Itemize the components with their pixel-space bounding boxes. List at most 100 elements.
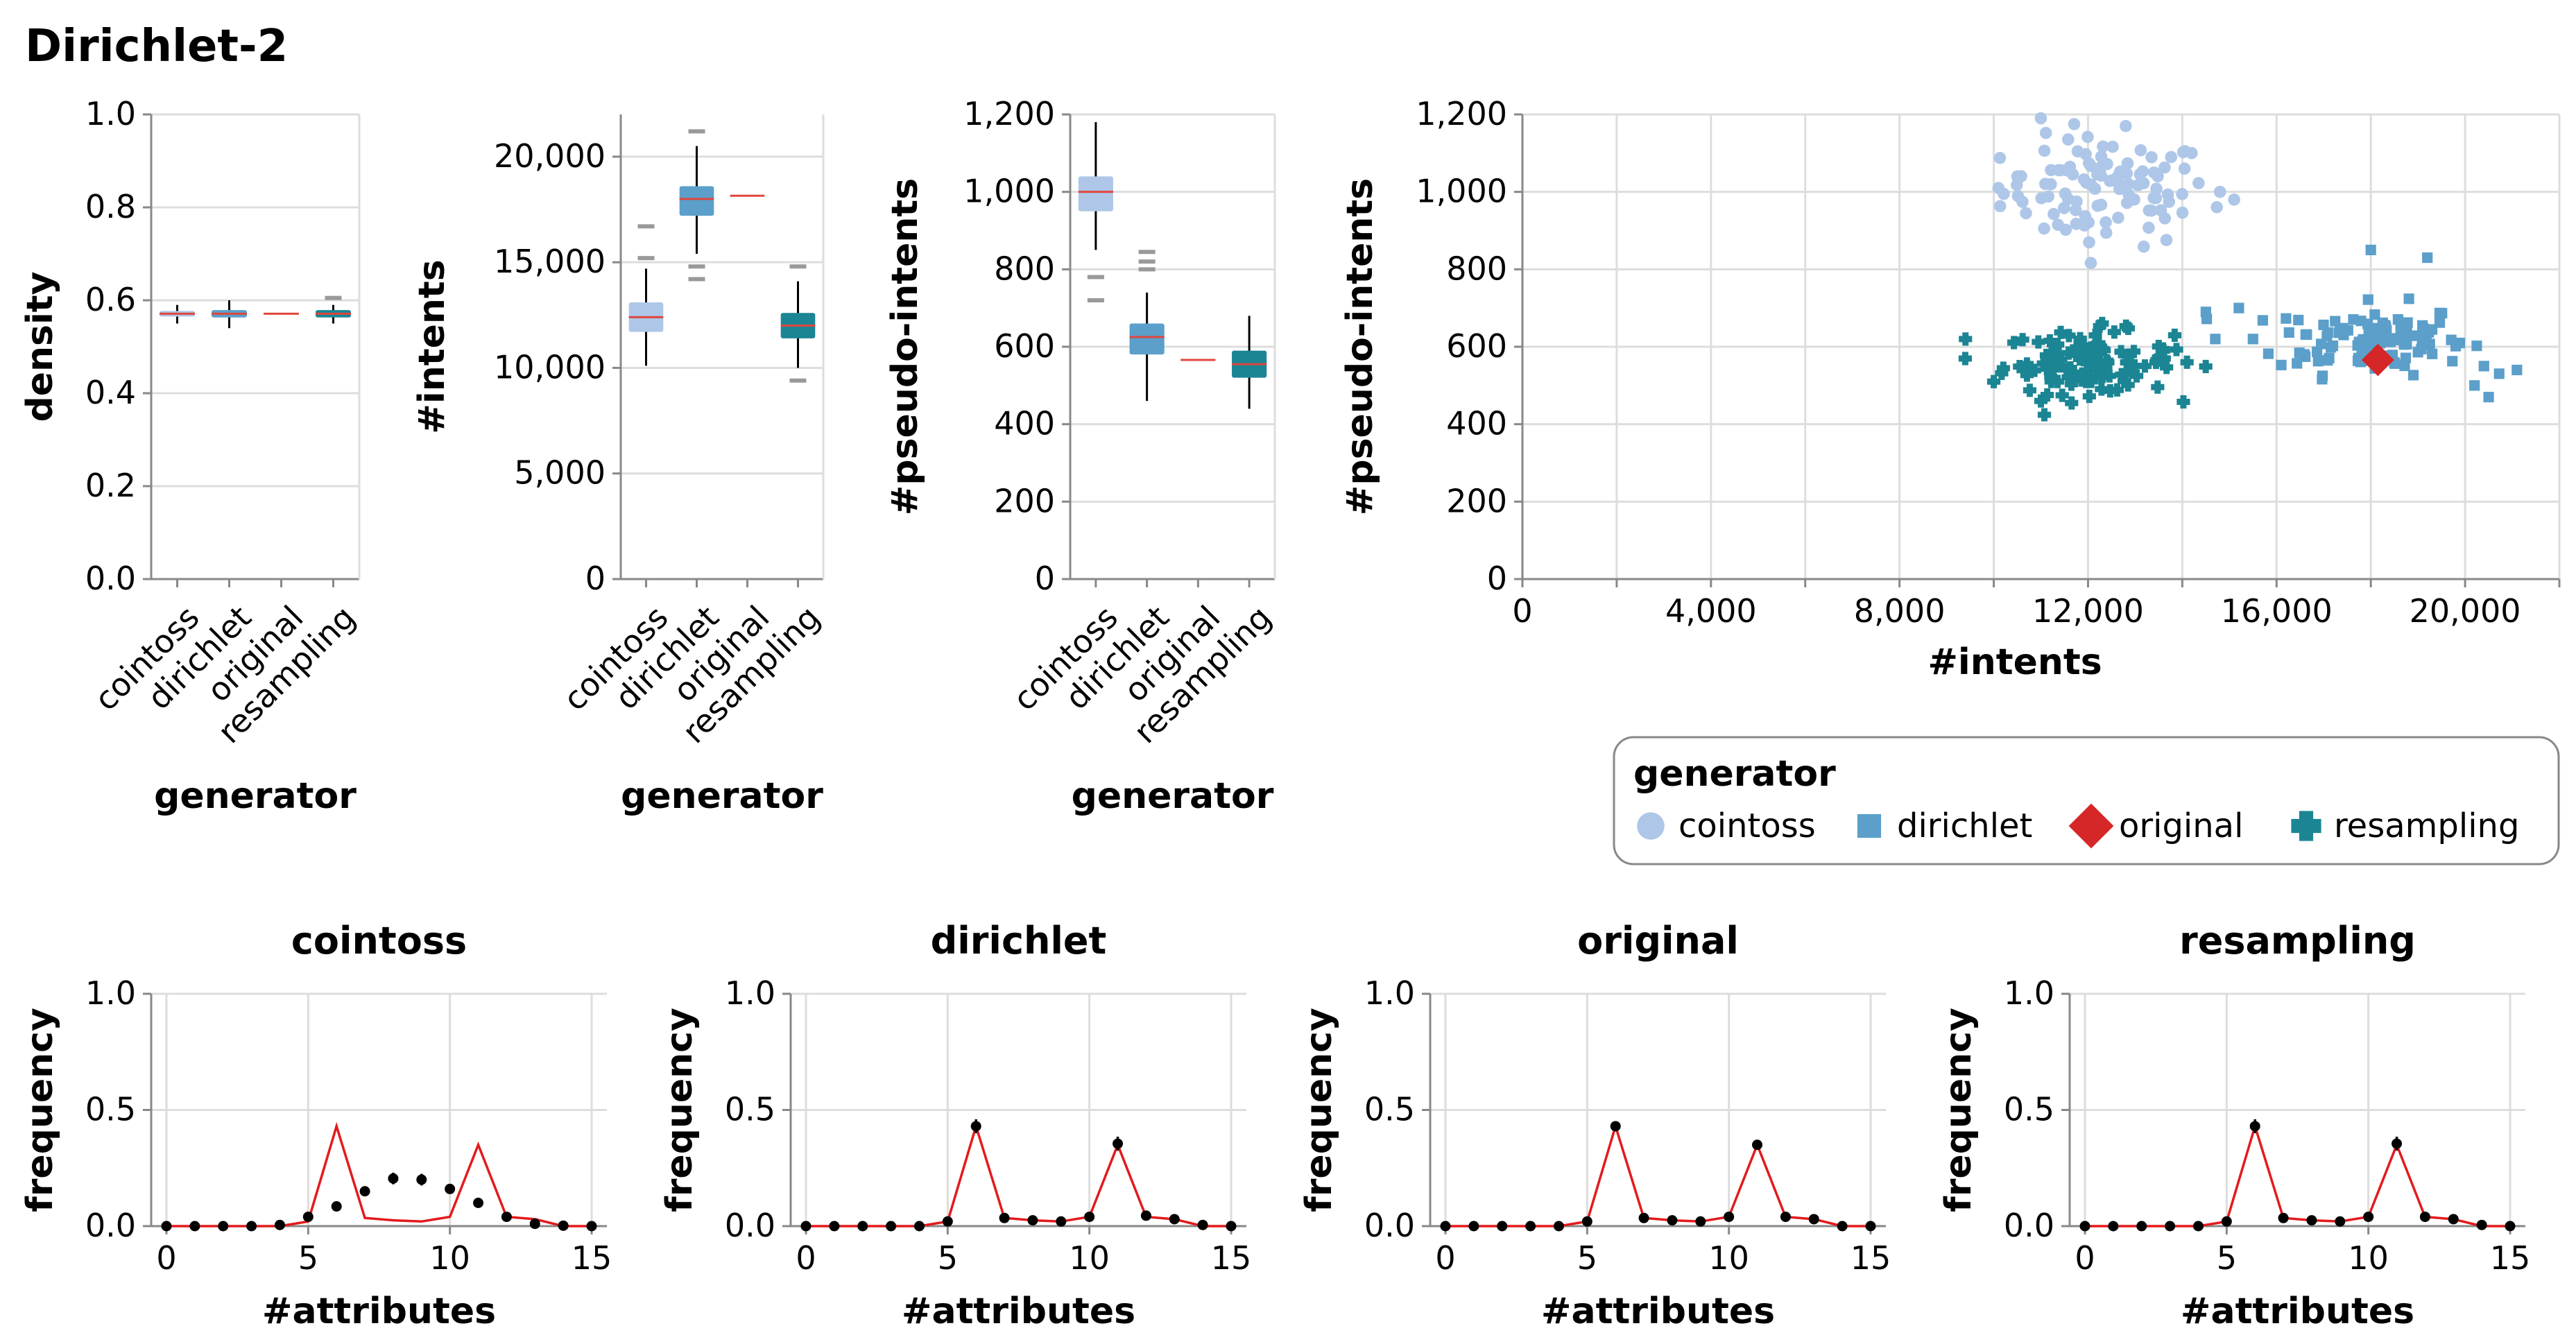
scatter-point [2160, 234, 2173, 246]
scatter-point [2447, 356, 2458, 367]
observed-point [1468, 1221, 1479, 1232]
x-tick-label: 5 [2217, 1239, 2237, 1277]
scatter-point [2366, 337, 2377, 348]
observed-point [1169, 1214, 1180, 1225]
scatter-point [2395, 325, 2406, 336]
scatter-point [2160, 361, 2174, 374]
observed-point [2392, 1138, 2403, 1149]
scatter-point [2107, 325, 2121, 339]
scatter-point [2469, 380, 2480, 391]
scatter-point [2400, 352, 2412, 363]
x-tick-label: 0 [2075, 1239, 2095, 1277]
x-tick-label: 15 [2490, 1239, 2531, 1277]
x-tick-label: 5 [1577, 1239, 1597, 1277]
box-original [1180, 359, 1216, 361]
x-tick-label: 10 [1708, 1239, 1749, 1277]
scatter-point [2121, 321, 2136, 335]
observed-point [2249, 1121, 2260, 1132]
observed-point [1865, 1221, 1876, 1232]
scatter-point [2061, 370, 2075, 384]
x-tick-label: 15 [1851, 1239, 1891, 1277]
scatter-point [2011, 170, 2024, 183]
scatter-point [2016, 333, 2029, 347]
observed-point [1497, 1221, 1508, 1232]
y-tick-label: 600 [994, 327, 1055, 365]
scatter-point [2114, 165, 2127, 178]
scatter-point [2493, 368, 2505, 379]
scatter-point [2104, 175, 2116, 187]
y-tick-label: 1,000 [1416, 173, 1507, 210]
scatter-point [2023, 384, 2037, 397]
scatter-point [2293, 314, 2304, 326]
scatter-point [2011, 189, 2025, 203]
observed-point [501, 1212, 512, 1223]
y-tick-label: 1,000 [963, 173, 1055, 210]
scatter-point [2478, 361, 2489, 372]
scatter-point [2036, 356, 2050, 370]
scatter-point [2106, 140, 2119, 153]
scatter-point [2149, 191, 2163, 205]
scatter-point [2380, 320, 2391, 331]
scatter-point [2055, 388, 2069, 402]
scatter-point [2403, 293, 2414, 304]
scatter-point [2020, 357, 2034, 371]
scatter-point [2070, 341, 2084, 354]
scatter-point [2038, 222, 2050, 235]
original-line [166, 1121, 592, 1228]
x-axis-title: #attributes [902, 1291, 1135, 1332]
scatter-point [2281, 313, 2292, 324]
x-tick-label: 10 [1069, 1239, 1110, 1277]
legend-marker-dirichlet [1857, 813, 1882, 838]
scatter-point [2199, 359, 2213, 374]
scatter-point [2369, 309, 2380, 320]
observed-point [2448, 1214, 2459, 1225]
scatter-point [2128, 193, 2140, 206]
scatter-point [2165, 150, 2178, 164]
scatter-point [2092, 336, 2106, 350]
box-cointoss [1078, 122, 1113, 302]
scatter-point [2365, 244, 2376, 256]
scatter-point [2143, 204, 2156, 217]
scatter-point [2095, 169, 2108, 182]
scatter-point [2145, 150, 2158, 164]
y-tick-label: 200 [1446, 482, 1507, 519]
scatter-point [2020, 207, 2032, 220]
y-tick-label: 0.0 [85, 560, 136, 597]
scatter-point [2094, 370, 2108, 384]
scatter-point [2483, 391, 2494, 403]
observed-point [1113, 1138, 1124, 1149]
scatter-point [2044, 374, 2058, 388]
scatter-point [2150, 353, 2164, 367]
scatter-point [2070, 348, 2084, 362]
y-tick-label: 15,000 [494, 243, 606, 280]
x-tick-label: 0 [1435, 1239, 1455, 1277]
y-tick-label: 1.0 [85, 95, 136, 132]
y-tick-label: 0.5 [1364, 1091, 1415, 1128]
scatter-point [2398, 339, 2410, 350]
scatter-point [2039, 178, 2052, 190]
y-tick-label: 400 [994, 405, 1055, 442]
y-tick-label: 0 [1035, 560, 1055, 597]
scatter-point [2121, 157, 2134, 170]
scatter-point [2095, 316, 2109, 331]
scatter-point [2081, 130, 2094, 144]
scatter-point [2032, 335, 2045, 349]
observed-point [2136, 1221, 2147, 1232]
scatter-point [1993, 151, 2007, 164]
x-tick-label: 8,000 [1854, 592, 1946, 630]
scatter-point [2233, 302, 2244, 313]
scatter-point [2121, 364, 2135, 378]
scatter-point [2180, 355, 2194, 369]
scatter-point [2095, 161, 2108, 173]
pseudo_box-chart: 02004006008001,0001,200cointossdirichlet… [884, 95, 1278, 817]
scatter-point [2423, 327, 2435, 338]
scatter-point [2283, 327, 2294, 338]
observed-point [473, 1198, 484, 1208]
scatter-point [2361, 343, 2394, 377]
scatter-point [1993, 200, 2007, 213]
observed-point [1610, 1121, 1621, 1132]
x-tick-label: 16,000 [2221, 592, 2333, 630]
scatter-point [2120, 119, 2132, 132]
scatter-point [2322, 355, 2333, 366]
scatter-point [2326, 342, 2337, 353]
